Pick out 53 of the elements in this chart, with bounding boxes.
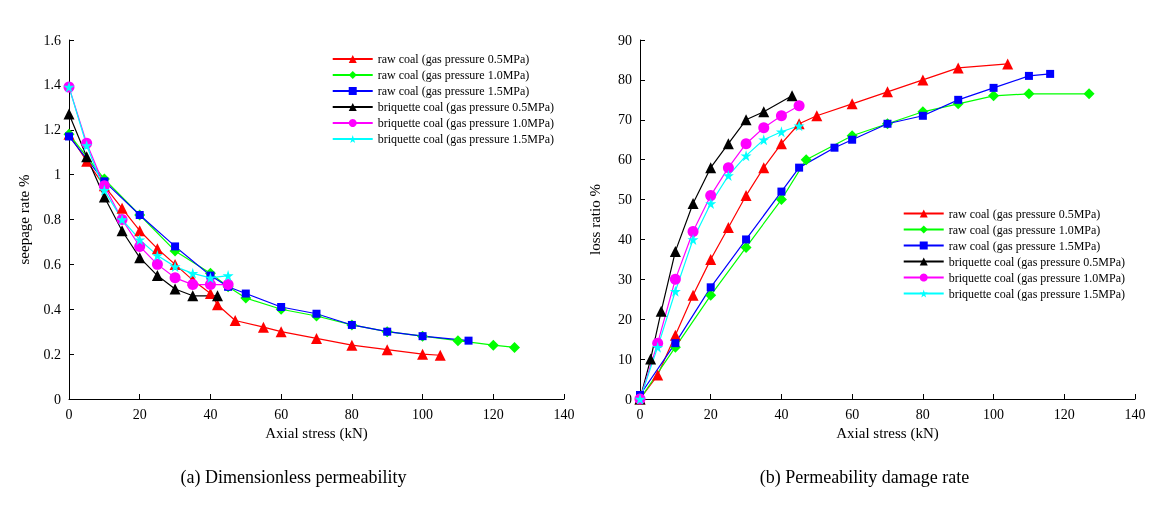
y-tick-label: 80 — [618, 72, 632, 88]
x-tick-label: 100 — [412, 406, 434, 422]
legend-label: raw coal (gas pressure 1.5MPa) — [948, 238, 1101, 253]
legend-label: raw coal (gas pressure 0.5MPa) — [377, 52, 530, 66]
y-tick-label: 40 — [618, 231, 632, 247]
x-tick-label: 0 — [65, 406, 73, 422]
x-tick-label: 80 — [915, 406, 930, 422]
y-tick-label: 30 — [618, 271, 632, 287]
y-tick-label: 20 — [618, 311, 632, 327]
y-tick-label: 10 — [618, 351, 632, 367]
x-tick-label: 60 — [845, 406, 860, 422]
x-tick-label: 40 — [203, 406, 218, 422]
y-axis-title: loss ratio % — [586, 184, 603, 255]
x-tick-label: 100 — [983, 406, 1005, 422]
legend-label: raw coal (gas pressure 0.5MPa) — [948, 206, 1101, 221]
x-tick-label: 60 — [274, 406, 289, 422]
x-tick-label: 80 — [344, 406, 359, 422]
x-tick-label: 0 — [636, 406, 644, 422]
y-tick-label: 1.4 — [43, 77, 61, 93]
y-tick-label: 0.6 — [43, 256, 61, 272]
x-tick-label: 20 — [703, 406, 718, 422]
y-tick-label: 0 — [54, 391, 61, 407]
legend-label: briquette coal (gas pressure 0.5MPa) — [377, 100, 554, 114]
x-tick-label: 140 — [1124, 406, 1146, 422]
y-tick-label: 1.6 — [43, 32, 61, 48]
x-axis-title: Axial stress (kN) — [836, 425, 939, 443]
legend-label: raw coal (gas pressure 1.5MPa) — [377, 84, 530, 98]
legend-label: briquette coal (gas pressure 1.0MPa) — [377, 116, 554, 130]
legend-label: briquette coal (gas pressure 1.5MPa) — [377, 132, 554, 146]
y-tick-label: 70 — [618, 112, 632, 128]
y-tick-label: 0 — [625, 391, 632, 407]
y-tick-label: 0.8 — [43, 212, 61, 227]
x-tick-label: 140 — [553, 406, 575, 422]
x-tick-label: 40 — [774, 406, 789, 422]
text: (a) Dimensionless permeability — [180, 467, 407, 488]
y-axis-title: seepage rate % — [15, 174, 32, 265]
x-tick-label: 120 — [1053, 406, 1075, 422]
legend-label: briquette coal (gas pressure 1.5MPa) — [948, 286, 1125, 301]
x-axis-title: Axial stress (kN) — [265, 425, 368, 443]
legend-label: briquette coal (gas pressure 0.5MPa) — [948, 254, 1125, 269]
y-tick-label: 60 — [618, 152, 632, 168]
y-tick-label: 0.4 — [43, 301, 61, 317]
y-tick-label: 0.2 — [43, 346, 61, 362]
y-tick-label: 90 — [618, 32, 632, 48]
y-tick-label: 50 — [618, 192, 632, 208]
legend-label: briquette coal (gas pressure 1.0MPa) — [948, 270, 1125, 285]
y-tick-label: 1 — [54, 167, 61, 183]
x-tick-label: 20 — [132, 406, 147, 422]
legend-label: raw coal (gas pressure 1.0MPa) — [377, 68, 530, 82]
y-tick-label: 1.2 — [43, 122, 61, 138]
legend-label: raw coal (gas pressure 1.0MPa) — [948, 222, 1101, 237]
x-tick-label: 120 — [482, 406, 504, 422]
text: (b) Permeability damage rate — [759, 467, 970, 488]
